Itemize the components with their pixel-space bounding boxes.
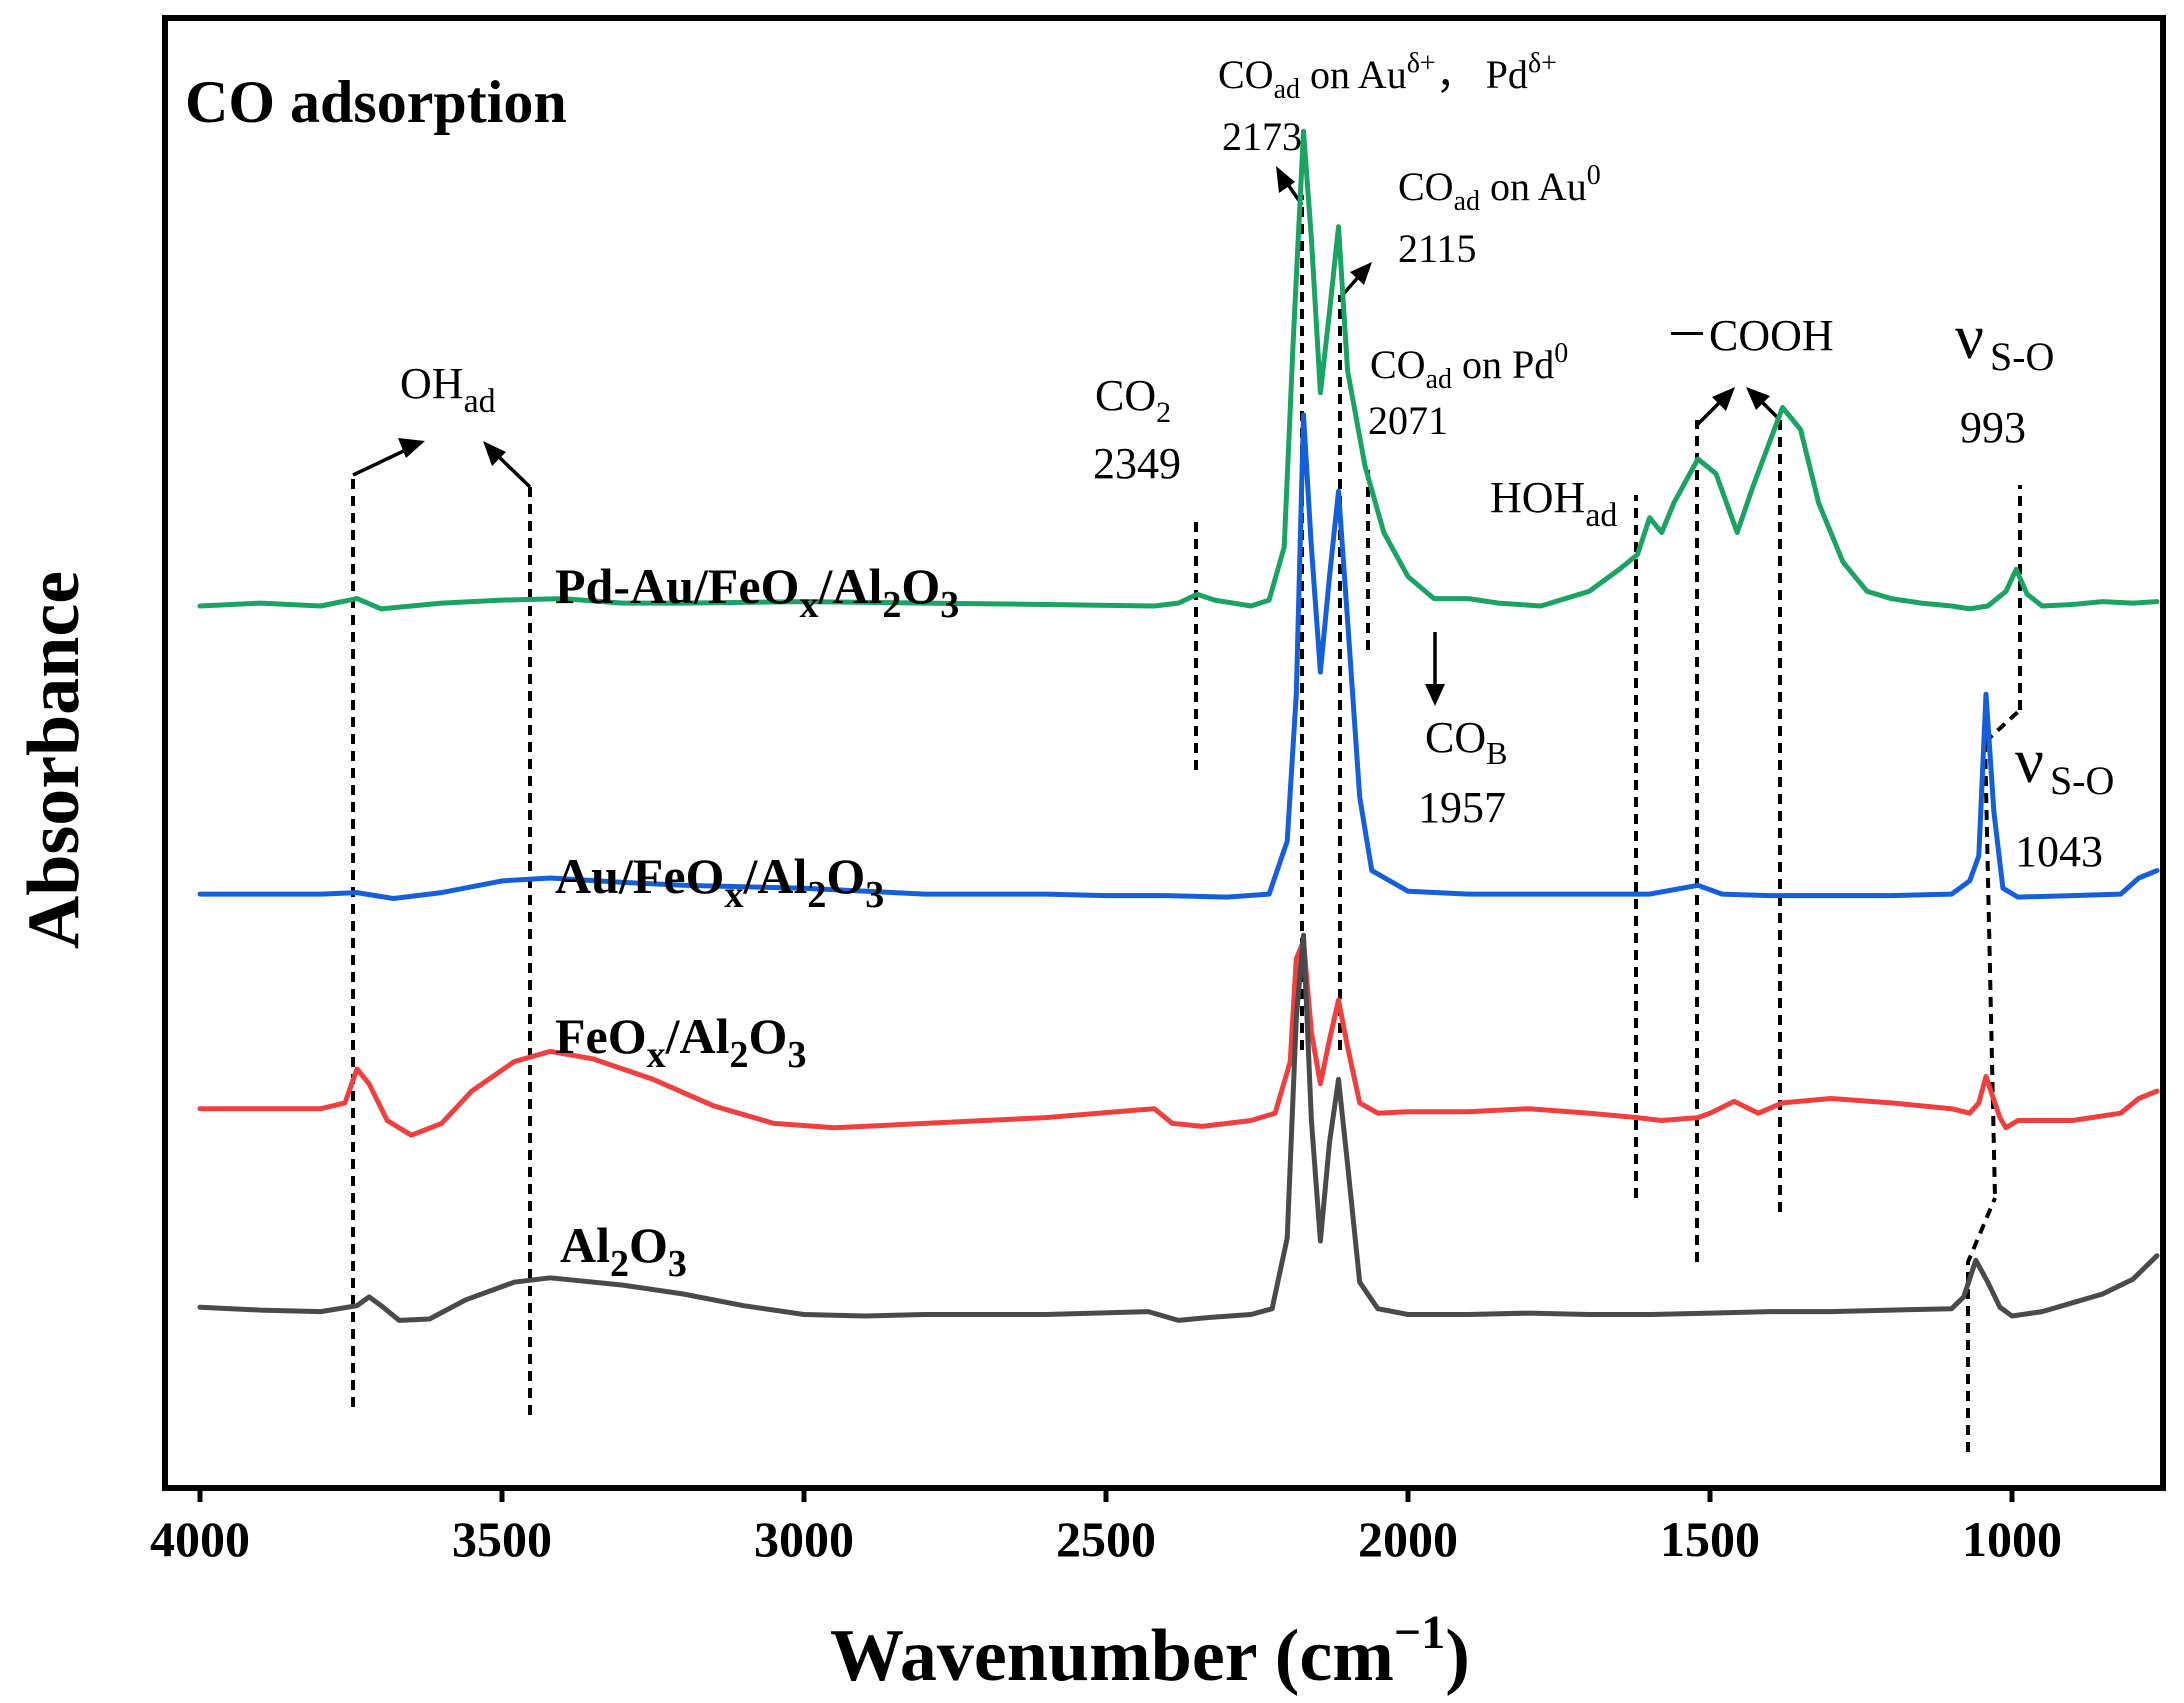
x-tick-label-1000: 1000 bbox=[1962, 1511, 2062, 1567]
annotation-co-au-pd: COad on Auδ+， Pdδ+ bbox=[1218, 48, 1557, 105]
arrow-cooh-left bbox=[1695, 398, 1724, 427]
annotation-cooh: －COOH bbox=[1665, 311, 1834, 360]
arrow-cooh-right-head bbox=[1746, 387, 1770, 410]
annotation-co-au-pd-value: 2173 bbox=[1222, 114, 1302, 159]
arrow-oh-right-head bbox=[483, 441, 506, 466]
annotation-vso-993-value: 993 bbox=[1960, 403, 2026, 452]
annotation-co-au0: COad on Au0 bbox=[1398, 160, 1601, 217]
annotation-cob-value: 1957 bbox=[1418, 783, 1506, 832]
annotation-co2-value: 2349 bbox=[1093, 439, 1181, 488]
annotation-vso-993: ν S-O bbox=[1955, 301, 2054, 379]
y-axis-title: Absorbance bbox=[13, 571, 95, 949]
annotation-co-au0-value: 2115 bbox=[1398, 226, 1477, 271]
series-line-al2o3 bbox=[197, 932, 2160, 1323]
guide-lines bbox=[351, 195, 2022, 1452]
x-tick-label-3000: 3000 bbox=[754, 1511, 854, 1567]
x-tick-label-2000: 2000 bbox=[1358, 1511, 1458, 1567]
x-tick-label-2500: 2500 bbox=[1056, 1511, 1156, 1567]
series-label-al2o3: Al2O3 bbox=[560, 1217, 687, 1285]
arrow-oh-left bbox=[352, 446, 411, 477]
arrows bbox=[352, 166, 1782, 706]
annotation-co-pd0-value: 2071 bbox=[1368, 398, 1448, 443]
annotation-vso-1043-value: 1043 bbox=[2015, 827, 2103, 876]
guide-1060-lower bbox=[1966, 1197, 1997, 1452]
annotation-vso-1043: ν S-O bbox=[2015, 725, 2114, 803]
x-axis: 4000 3500 3000 2500 2000 1500 1000 bbox=[150, 1488, 2062, 1567]
x-tick-label-3500: 3500 bbox=[452, 1511, 552, 1567]
arrow-2173-head bbox=[1276, 166, 1295, 193]
series-label-feox: FeOx/Al2O3 bbox=[555, 1008, 806, 1076]
annotation-cob: COB bbox=[1425, 713, 1507, 771]
annotation-hoh: HOHad bbox=[1490, 473, 1617, 534]
series-line-au-feox-al2o3 bbox=[197, 412, 2160, 901]
arrow-2115-head bbox=[1350, 262, 1372, 285]
x-axis-title: Wavenumber (cm−1) bbox=[830, 1606, 1470, 1697]
arrow-cob-head bbox=[1425, 684, 1445, 706]
plot-frame bbox=[162, 15, 2166, 1491]
arrow-oh-left-head bbox=[398, 438, 425, 458]
x-tick-label-4000: 4000 bbox=[150, 1511, 250, 1567]
x-axis-title-sup: −1 bbox=[1394, 1606, 1445, 1659]
chart-title: CO adsorption bbox=[185, 69, 567, 135]
series-line-feox-al2o3 bbox=[197, 938, 2160, 1138]
arrow-cooh-left-head bbox=[1712, 387, 1735, 411]
annotation-oh: OHad bbox=[400, 359, 496, 420]
series-label-au: Au/FeOx/Al2O3 bbox=[555, 848, 884, 916]
annotation-co-pd0: COad on Pd0 bbox=[1370, 338, 1568, 395]
arrow-oh-right bbox=[495, 453, 532, 489]
annotation-co2: CO2 bbox=[1095, 371, 1171, 429]
x-tick-label-1500: 1500 bbox=[1660, 1511, 1760, 1567]
series-line-pd-au-feox-al2o3 bbox=[197, 128, 2160, 612]
series-group bbox=[197, 128, 2160, 1323]
series-label-pd-au: Pd-Au/FeOx/Al2O3 bbox=[555, 558, 959, 626]
